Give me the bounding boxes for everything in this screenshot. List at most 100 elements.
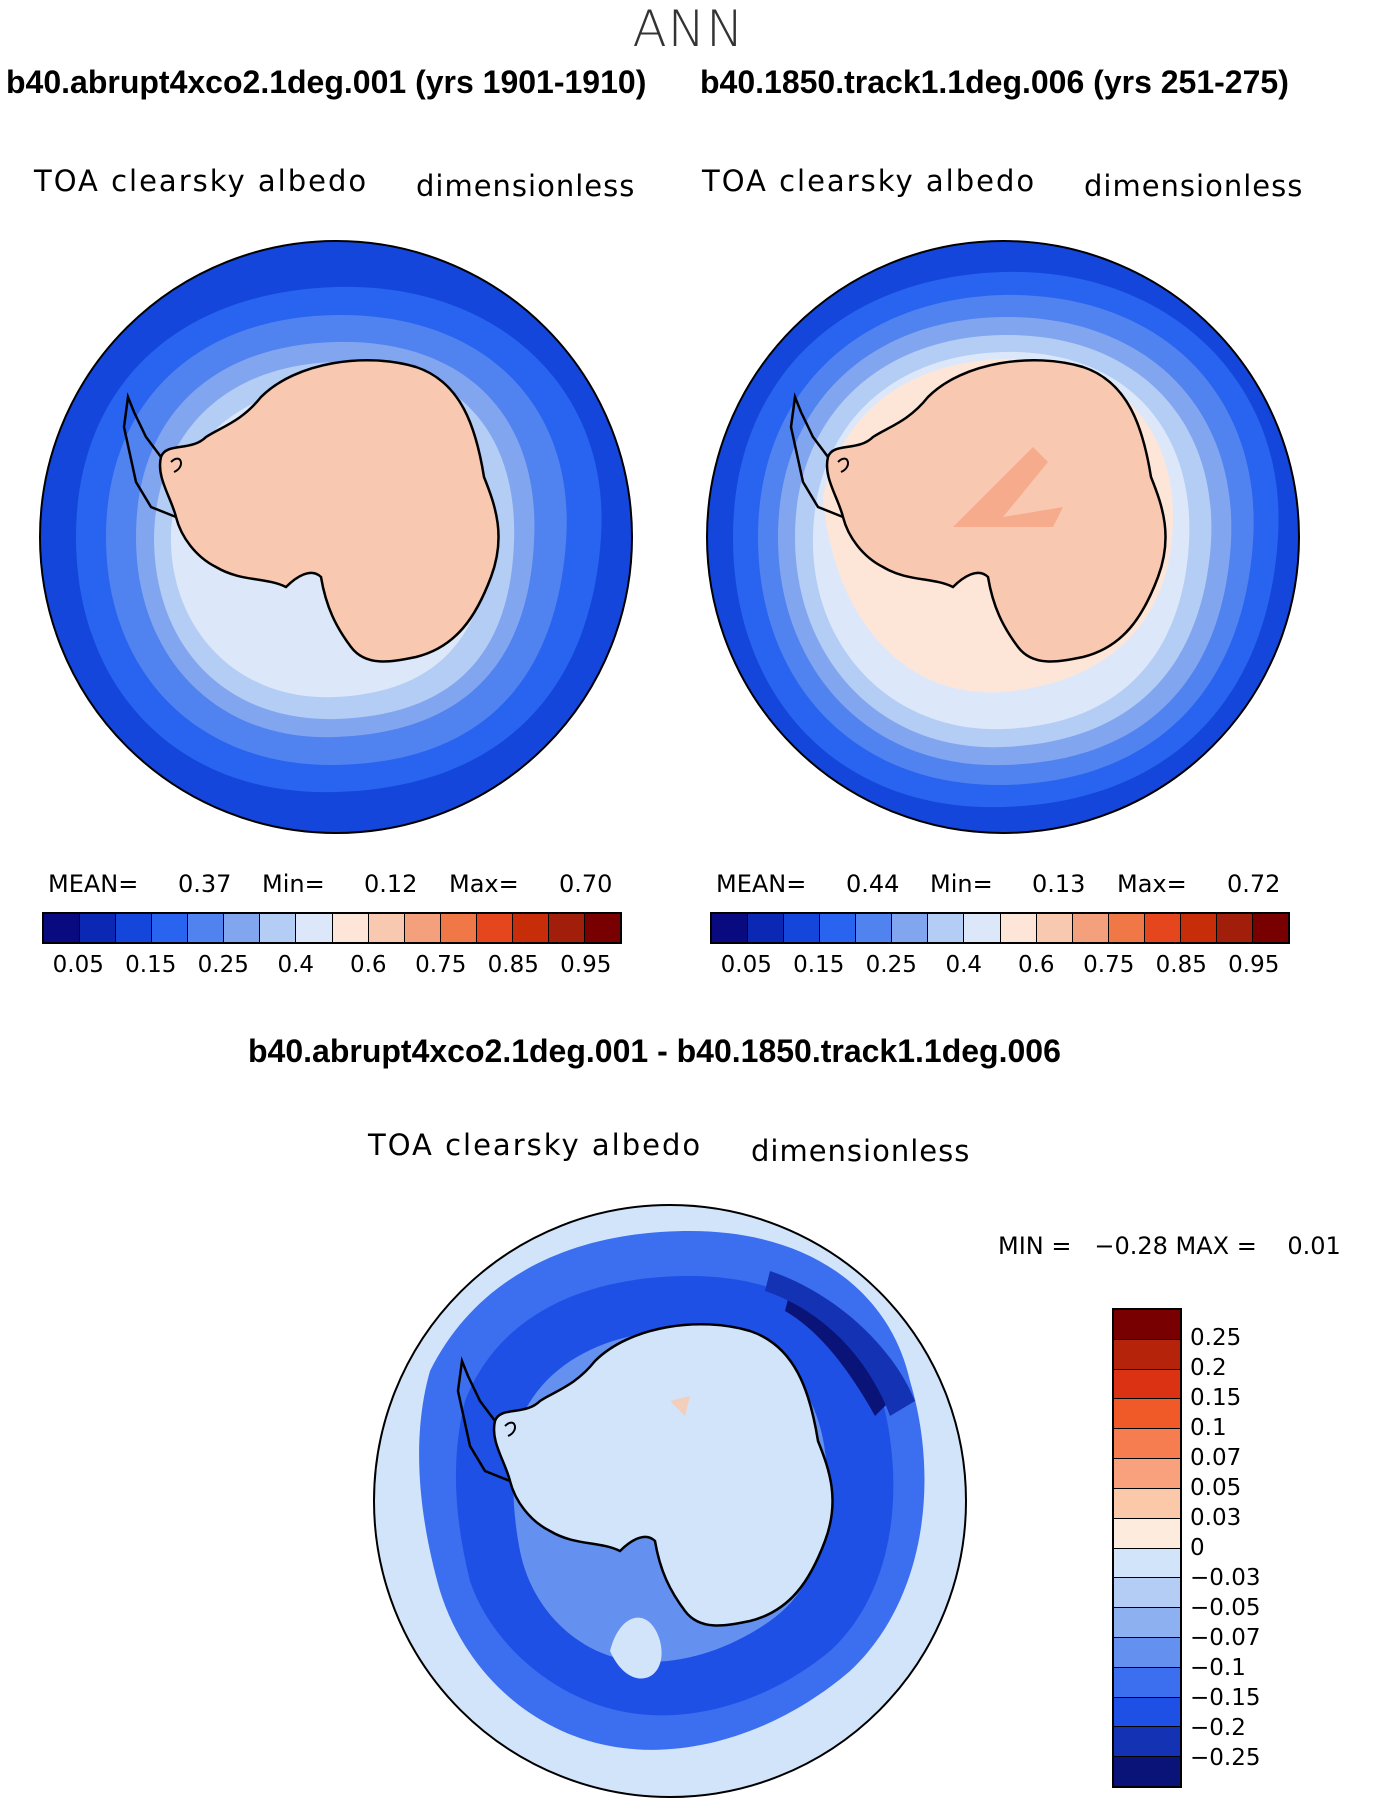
diff-colorbar-tick-label: 0.05 xyxy=(1190,1475,1242,1501)
diff-colorbar-tick-label: 0.07 xyxy=(1190,1445,1242,1471)
panel1-max-label: Max= xyxy=(449,870,519,898)
panel2-min-value: 0.13 xyxy=(1032,870,1086,898)
panel2-colorbar-swatch xyxy=(891,914,928,942)
panel2-max-value: 0.72 xyxy=(1227,870,1281,898)
diff-colorbar-tick-label: 0 xyxy=(1190,1535,1205,1561)
diff-colorbar-tick-label: −0.15 xyxy=(1190,1685,1261,1711)
diff-units-label: dimensionless xyxy=(751,1134,971,1168)
panel2-variable-label: TOA clearsky albedo xyxy=(702,164,1037,198)
panel2-colorbar-tick-label: 0.25 xyxy=(865,952,917,978)
diff-colorbar-tick-label: 0.03 xyxy=(1190,1505,1242,1531)
diff-title: b40.abrupt4xco2.1deg.001 - b40.1850.trac… xyxy=(248,1033,1061,1069)
panel2-colorbar-swatch xyxy=(1179,914,1216,942)
panel1-colorbar-swatch xyxy=(439,914,476,942)
panel1-mean-label: MEAN= xyxy=(48,870,139,898)
diff-colorbar xyxy=(1112,1308,1182,1788)
panel2-colorbar-swatch xyxy=(927,914,964,942)
panel1-units-label: dimensionless xyxy=(416,169,636,203)
panel2-colorbar-swatch xyxy=(1143,914,1180,942)
panel1-colorbar-swatch xyxy=(403,914,440,942)
panel1-colorbar-swatch xyxy=(331,914,368,942)
panel2-mean-value: 0.44 xyxy=(846,870,900,898)
season-title: ANN xyxy=(632,0,745,58)
diff-colorbar-tick-label: 0.15 xyxy=(1190,1385,1242,1411)
diff-colorbar-tick-label: 0.1 xyxy=(1190,1415,1227,1441)
panel2-units-label: dimensionless xyxy=(1084,169,1304,203)
diff-colorbar-swatch xyxy=(1114,1756,1180,1786)
diff-colorbar-tick-label: 0.2 xyxy=(1190,1355,1227,1381)
panel1-colorbar-tick-label: 0.4 xyxy=(277,952,315,978)
panel2-colorbar-tick-label: 0.75 xyxy=(1083,952,1135,978)
panel1-mean-value: 0.37 xyxy=(178,870,232,898)
diff-colorbar-swatch xyxy=(1114,1607,1180,1637)
panel1-colorbar-swatch xyxy=(295,914,332,942)
diff-colorbar-tick-label: −0.03 xyxy=(1190,1565,1261,1591)
panel1-colorbar xyxy=(42,912,622,944)
panel1-colorbar-swatch xyxy=(187,914,224,942)
panel1-colorbar-swatch xyxy=(259,914,296,942)
diff-colorbar-swatch xyxy=(1114,1696,1180,1727)
panel1-colorbar-tick-label: 0.25 xyxy=(197,952,249,978)
diff-colorbar-swatch xyxy=(1114,1547,1180,1578)
panel1-colorbar-swatch xyxy=(511,914,548,942)
panel1-colorbar-tick-label: 0.95 xyxy=(560,952,612,978)
diff-variable-label: TOA clearsky albedo xyxy=(368,1128,703,1162)
diff-colorbar-swatch xyxy=(1114,1398,1180,1429)
panel2-colorbar-swatch xyxy=(1035,914,1072,942)
diff-colorbar-swatch xyxy=(1114,1368,1180,1399)
panel2-colorbar-swatch xyxy=(747,914,784,942)
panel1-colorbar-tick-label: 0.75 xyxy=(415,952,467,978)
diff-colorbar-swatch xyxy=(1114,1666,1180,1697)
panel2-mean-label: MEAN= xyxy=(716,870,807,898)
panel2-colorbar-swatch xyxy=(999,914,1036,942)
diff-colorbar-swatch xyxy=(1114,1428,1180,1459)
panel2-colorbar-swatch xyxy=(1215,914,1252,942)
diff-colorbar-tick-label: −0.1 xyxy=(1190,1655,1246,1681)
diff-colorbar-swatch xyxy=(1114,1487,1180,1518)
diff-map xyxy=(373,1204,967,1798)
panel2-colorbar-swatch xyxy=(963,914,1000,942)
panel2-max-label: Max= xyxy=(1117,870,1187,898)
diff-colorbar-swatch xyxy=(1114,1517,1180,1548)
panel1-colorbar-swatch xyxy=(475,914,512,942)
panel1-colorbar-swatch xyxy=(583,914,620,942)
panel2-colorbar-tick-label: 0.85 xyxy=(1155,952,1207,978)
panel2-colorbar-swatch xyxy=(819,914,856,942)
diff-colorbar-swatch xyxy=(1114,1636,1180,1667)
panel2-colorbar-swatch xyxy=(1107,914,1144,942)
panel2-min-label: Min= xyxy=(930,870,993,898)
panel1-colorbar-swatch xyxy=(223,914,260,942)
diff-colorbar-tick-label: 0.25 xyxy=(1190,1325,1242,1351)
panel2-colorbar-tick-label: 0.4 xyxy=(945,952,983,978)
panel1-map xyxy=(39,240,633,834)
panel1-colorbar-tick-label: 0.6 xyxy=(349,952,387,978)
diff-colorbar-tick-label: −0.2 xyxy=(1190,1715,1246,1741)
panel1-colorbar-tick-label: 0.05 xyxy=(52,952,104,978)
diff-colorbar-ticks: 0.25 0.2 0.15 0.1 0.07 0.05 0.03 0 −0.03 −0.05 −0.… xyxy=(1190,1308,1310,1788)
panel1-colorbar-swatch xyxy=(151,914,188,942)
diff-colorbar-swatch xyxy=(1114,1338,1180,1369)
panel1-variable-label: TOA clearsky albedo xyxy=(34,164,369,198)
panel1-colorbar-swatch xyxy=(367,914,404,942)
panel1-colorbar-swatch xyxy=(44,914,80,942)
panel2-colorbar-tick-label: 0.05 xyxy=(720,952,772,978)
panel2-colorbar-swatch xyxy=(855,914,892,942)
diff-colorbar-swatch xyxy=(1114,1726,1180,1757)
diff-colorbar-tick-label: −0.25 xyxy=(1190,1745,1261,1771)
panel2-map xyxy=(706,240,1300,834)
panel2-colorbar-swatch xyxy=(712,914,748,942)
panel1-max-value: 0.70 xyxy=(559,870,613,898)
panel2-colorbar-tick-label: 0.15 xyxy=(793,952,845,978)
diff-colorbar-tick-label: −0.05 xyxy=(1190,1595,1261,1621)
diff-colorbar-swatch xyxy=(1114,1577,1180,1608)
panel1-min-label: Min= xyxy=(262,870,325,898)
panel2-colorbar-tick-label: 0.95 xyxy=(1228,952,1280,978)
panel1-colorbar-tick-label: 0.85 xyxy=(487,952,539,978)
panel2-colorbar-swatch xyxy=(1071,914,1108,942)
panel1-colorbar-swatch xyxy=(115,914,152,942)
panel2-colorbar-tick-label: 0.6 xyxy=(1017,952,1055,978)
panel1-colorbar-swatch xyxy=(79,914,116,942)
panel2-colorbar-swatch xyxy=(1251,914,1288,942)
panel2-colorbar-ticks: 0.05 0.15 0.25 0.4 0.6 0.75 0.85 0.95 xyxy=(710,952,1290,982)
panel2-colorbar-swatch xyxy=(783,914,820,942)
